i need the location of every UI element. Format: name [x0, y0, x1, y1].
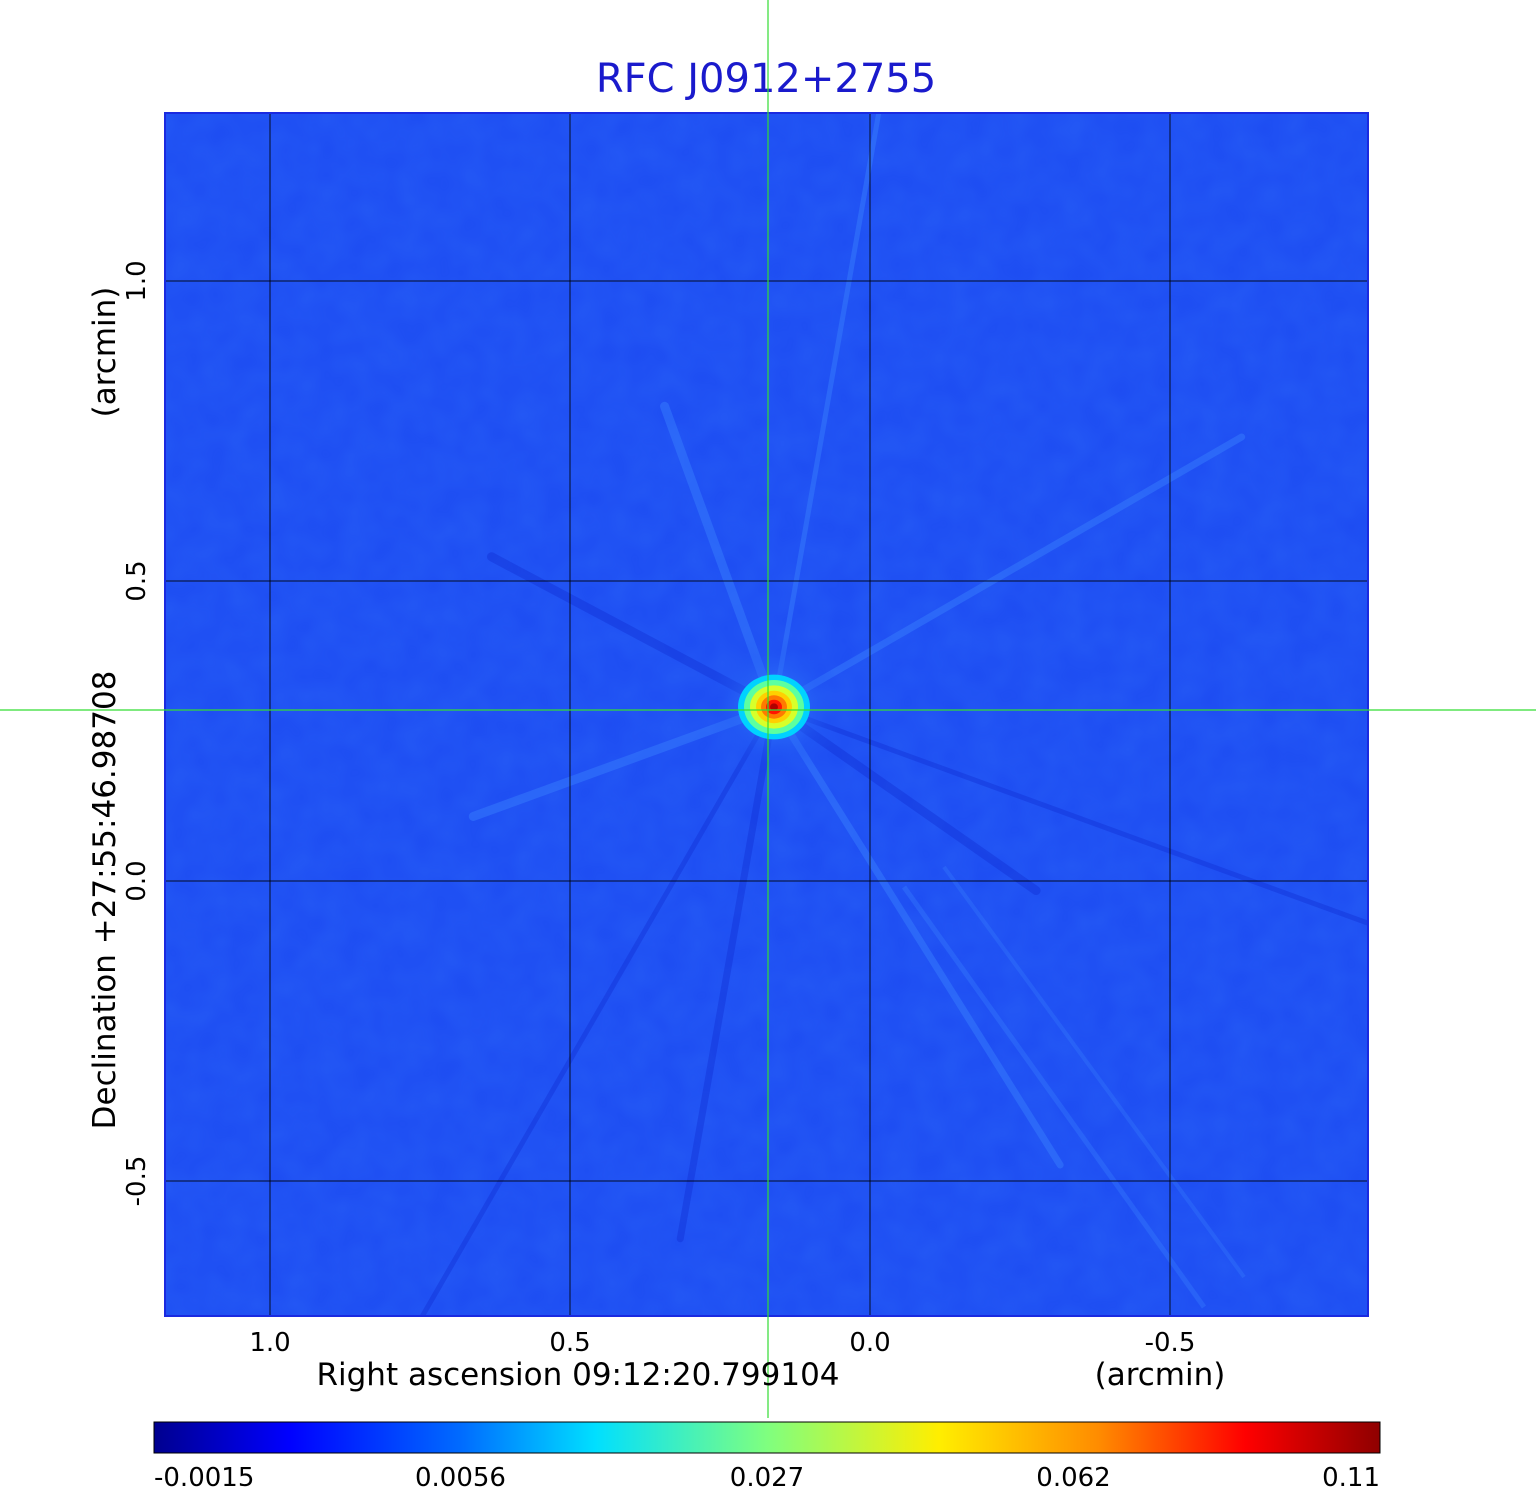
colorbar-tick-label: 0.0056 [415, 1463, 506, 1493]
y-axis-label: Declination +27:55:46.98708 [87, 671, 123, 1130]
x-tick-label: 0.5 [549, 1328, 590, 1358]
sidelobe-streaks [419, 113, 1368, 1316]
heatmap-image [165, 113, 1368, 1316]
x-tick-label: -0.5 [1145, 1328, 1196, 1358]
grid-lines [165, 113, 1368, 1316]
y-tick-labels: 1.0 0.5 0.0 -0.5 [122, 260, 152, 1206]
y-tick-label: 1.0 [122, 260, 152, 301]
y-tick-label: 0.5 [122, 560, 152, 601]
sidelobe-streak [901, 885, 1207, 1309]
crosshair [0, 0, 1536, 1418]
colorbar-tick-label: 0.11 [1322, 1463, 1380, 1493]
sidelobe-streak [770, 703, 1064, 1169]
x-axis-label: Right ascension 09:12:20.799104 [316, 1357, 839, 1393]
sidelobe-streak [771, 113, 882, 710]
y-tick-label: -0.5 [122, 1156, 152, 1207]
source-contour [770, 703, 778, 711]
chart-title: RFC J0912+2755 [596, 56, 936, 102]
x-tick-label: 0.0 [849, 1328, 890, 1358]
colorbar-tick-label: 0.062 [1036, 1463, 1110, 1493]
sidelobe-streak [676, 703, 778, 1243]
y-tick-label: 0.0 [122, 860, 152, 901]
colorbar-tick-label: -0.0015 [154, 1463, 254, 1493]
sidelobe-streak [771, 704, 1368, 926]
x-tick-label: 1.0 [249, 1328, 290, 1358]
x-axis-unit: (arcmin) [1095, 1357, 1226, 1393]
sidelobe-streak [770, 433, 1246, 711]
colorbar-tick-labels: -0.0015 0.0056 0.027 0.062 0.11 [154, 1463, 1380, 1493]
colorbar-tick-label: 0.027 [730, 1463, 804, 1493]
sidelobe-streak [419, 704, 777, 1316]
plot-frame [164, 112, 1369, 1317]
y-axis-unit: (arcmin) [87, 287, 123, 418]
colorbar [153, 1421, 1381, 1454]
sidelobe-streak [942, 865, 1246, 1279]
x-tick-labels: 1.0 0.5 0.0 -0.5 [249, 1328, 1195, 1358]
radio-source [704, 637, 844, 777]
